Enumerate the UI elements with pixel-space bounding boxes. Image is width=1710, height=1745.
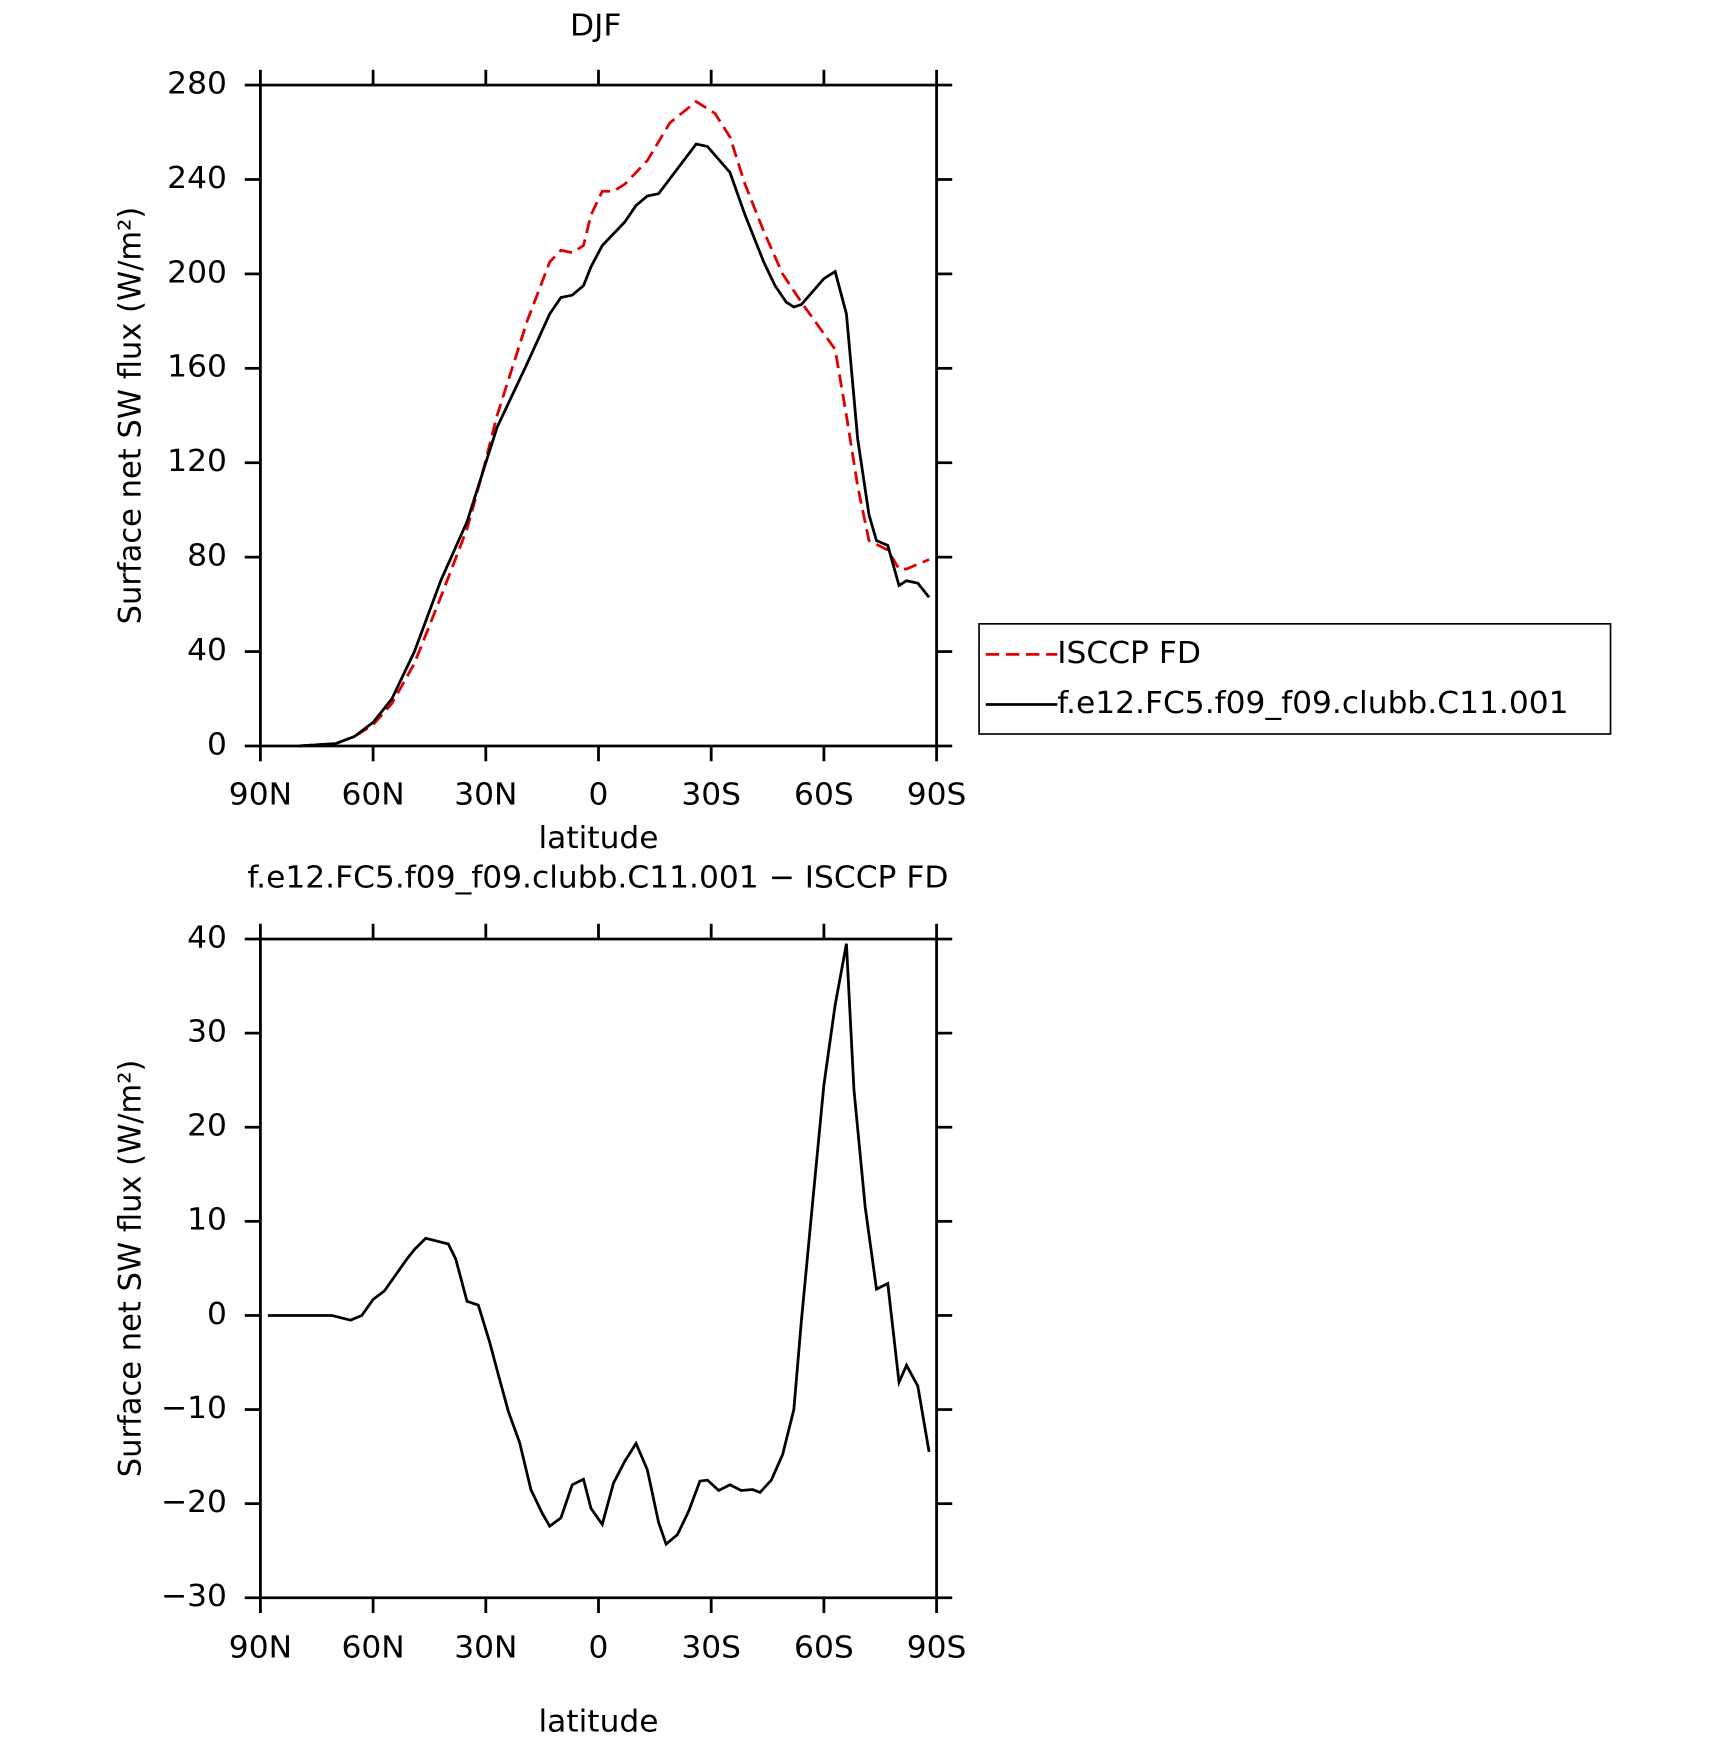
legend-label: f.e12.FC5.f09_f09.clubb.C11.001 bbox=[1057, 685, 1568, 721]
data-line bbox=[297, 142, 931, 748]
y-tick-label: 240 bbox=[167, 160, 227, 196]
y-tick-label: 280 bbox=[167, 66, 227, 102]
legend-box bbox=[978, 623, 1612, 735]
y-tick-label: 40 bbox=[187, 920, 227, 956]
y-tick-label: 10 bbox=[187, 1202, 227, 1238]
x-tick-label: 60N bbox=[342, 1630, 405, 1666]
y-tick-label: −10 bbox=[161, 1390, 227, 1426]
data-line bbox=[267, 943, 931, 1547]
x-tick-label: 90S bbox=[907, 1630, 967, 1666]
y-axis-label: Surface net SW flux (W/m²) bbox=[112, 207, 148, 625]
y-tick-label: 120 bbox=[167, 443, 227, 479]
y-tick-label: 20 bbox=[187, 1108, 227, 1144]
y-axis-label: Surface net SW flux (W/m²) bbox=[112, 1060, 148, 1478]
x-axis-label: latitude bbox=[538, 821, 658, 857]
x-tick-label: 0 bbox=[589, 1630, 609, 1666]
x-tick-label: 90N bbox=[229, 1630, 292, 1666]
y-tick-label: 80 bbox=[187, 538, 227, 574]
chart-title: DJF bbox=[570, 8, 621, 44]
y-tick-label: 0 bbox=[207, 1296, 227, 1332]
chart-title: f.e12.FC5.f09_f09.clubb.C11.001 − ISCCP … bbox=[247, 860, 948, 896]
x-tick-label: 60S bbox=[794, 1630, 854, 1666]
x-tick-label: 60S bbox=[794, 777, 854, 813]
x-tick-label: 30S bbox=[681, 1630, 741, 1666]
x-tick-label: 90S bbox=[907, 777, 967, 813]
y-tick-label: 40 bbox=[187, 632, 227, 668]
x-tick-label: 0 bbox=[589, 777, 609, 813]
x-tick-label: 90N bbox=[229, 777, 292, 813]
y-tick-label: −30 bbox=[161, 1579, 227, 1615]
y-tick-label: 200 bbox=[167, 255, 227, 291]
data-line bbox=[297, 99, 930, 748]
plot-frame bbox=[259, 83, 938, 748]
y-tick-label: −20 bbox=[161, 1484, 227, 1520]
y-tick-label: 30 bbox=[187, 1014, 227, 1050]
x-tick-label: 30N bbox=[454, 777, 517, 813]
plot-frame bbox=[259, 937, 938, 1600]
y-tick-label: 160 bbox=[167, 349, 227, 385]
legend-label: ISCCP FD bbox=[1057, 635, 1201, 671]
x-tick-label: 30N bbox=[454, 1630, 517, 1666]
x-tick-label: 30S bbox=[681, 777, 741, 813]
x-tick-label: 60N bbox=[342, 777, 405, 813]
x-axis-label: latitude bbox=[538, 1704, 658, 1740]
y-tick-label: 0 bbox=[207, 727, 227, 763]
